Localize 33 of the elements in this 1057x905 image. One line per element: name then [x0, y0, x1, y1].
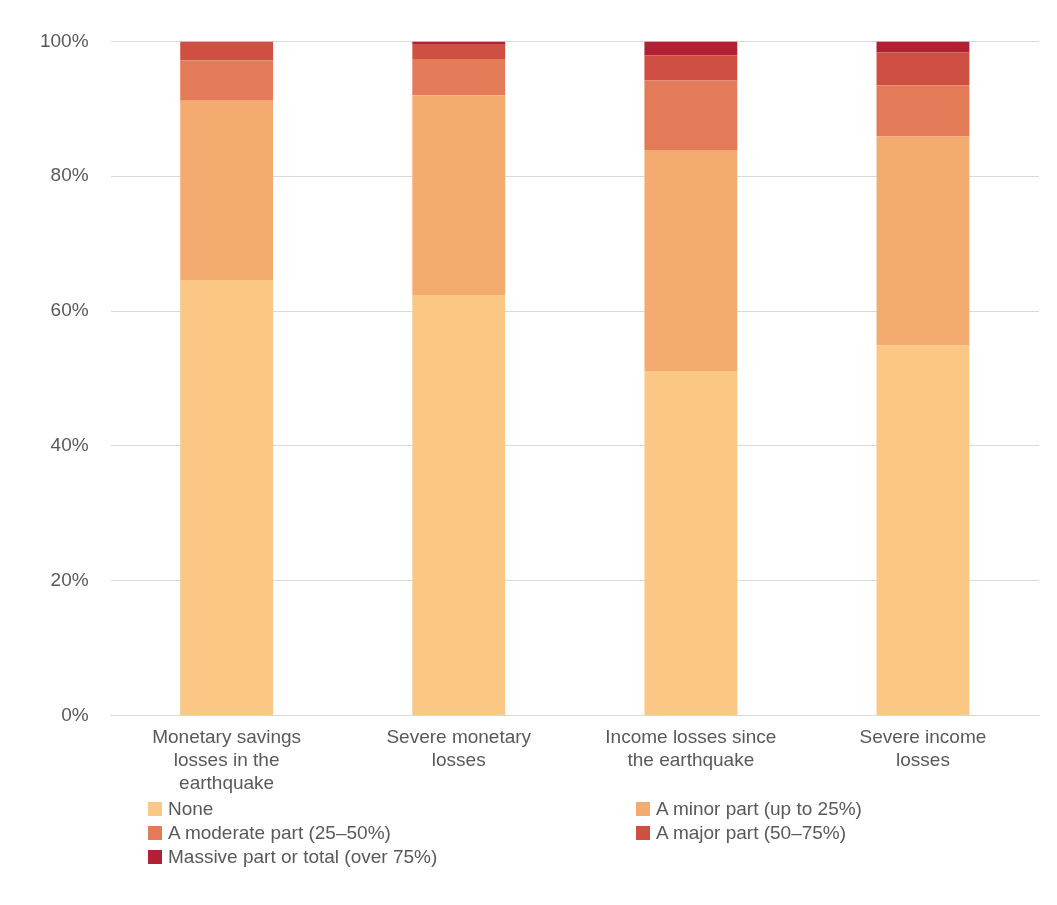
y-tick-label: 60% — [50, 299, 89, 321]
bar — [644, 55, 738, 81]
bar — [180, 100, 274, 281]
legend-label: A moderate part (25–50%) — [168, 822, 391, 844]
bar — [644, 41, 738, 56]
x-tick-label: Severe monetary losses — [386, 726, 532, 771]
bar — [876, 345, 970, 716]
bar — [412, 58, 506, 96]
legend-label: A major part (50–75%) — [656, 822, 847, 844]
bar — [180, 280, 274, 716]
bar — [412, 95, 506, 295]
bar — [876, 52, 970, 86]
y-tick-label: 0% — [61, 703, 89, 725]
bar — [412, 44, 506, 59]
x-tick-label: Income losses since the earthquake — [605, 726, 777, 771]
bar — [180, 41, 274, 61]
bar — [180, 60, 274, 101]
y-tick-label: 80% — [50, 164, 89, 186]
y-tick-label: 100% — [39, 29, 89, 51]
legend-label: None — [168, 798, 214, 820]
y-tick-label: 20% — [50, 568, 89, 590]
y-tick-label: 40% — [50, 434, 89, 456]
bar — [412, 294, 506, 716]
bar — [644, 371, 738, 716]
bar — [876, 41, 970, 53]
x-tick-label: Severe income losses — [859, 726, 987, 771]
bar — [876, 136, 970, 346]
bar — [876, 85, 970, 137]
legend-label: Massive part or total (over 75%) — [168, 846, 438, 868]
legend-label: A minor part (up to 25%) — [656, 798, 862, 820]
x-tick-label: Monetary savings losses in the earthquake — [152, 726, 302, 793]
bar — [644, 149, 738, 372]
bar — [644, 80, 738, 150]
